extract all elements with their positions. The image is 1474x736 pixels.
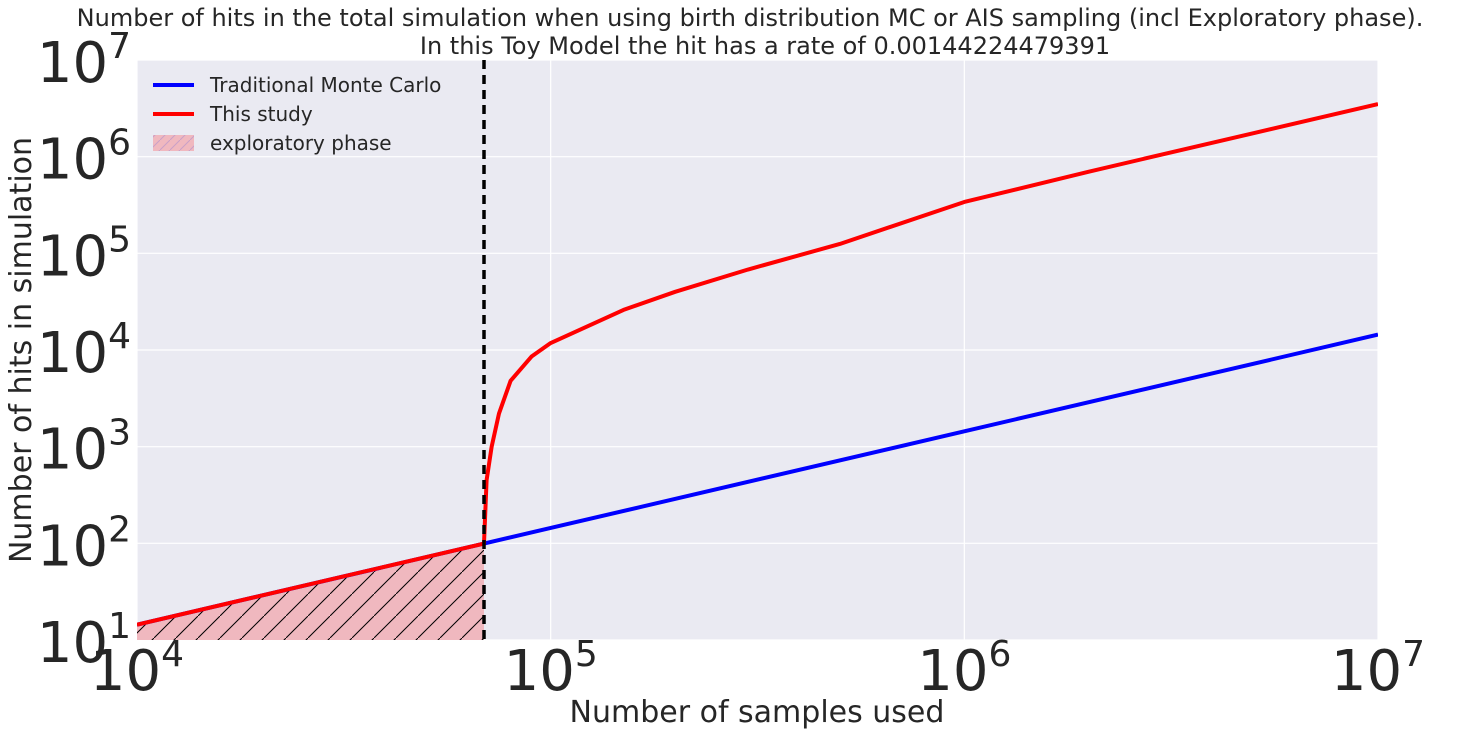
exploratory-phase-region [137, 543, 485, 640]
legend-label: Traditional Monte Carlo [209, 73, 441, 97]
legend-item: This study [153, 102, 313, 126]
x-tick-label: 104 [90, 634, 184, 704]
y-tick-label: 104 [37, 316, 131, 386]
chart-title-line1: Number of hits in the total simulation w… [77, 4, 1424, 32]
y-tick-label: 102 [37, 509, 131, 579]
x-tick-label: 107 [1331, 634, 1425, 704]
x-tick-label: 106 [917, 634, 1011, 704]
x-tick-label: 105 [504, 634, 598, 704]
series-this-study [137, 102, 1378, 627]
x-axis-label: Number of samples used [570, 695, 945, 730]
legend-label: This study [209, 102, 313, 126]
legend-item: Traditional Monte Carlo [153, 73, 441, 97]
y-tick-label: 103 [37, 413, 131, 483]
y-axis-label: Number of hits in simulation [4, 137, 39, 563]
y-tick-label: 107 [37, 26, 131, 96]
legend-label: exploratory phase [210, 131, 392, 155]
series-lines [137, 102, 1378, 627]
y-tick-labels: 101 102 103 104 105 106 107 [37, 26, 131, 676]
chart-title-line2: In this Toy Model the hit has a rate of … [420, 32, 1110, 60]
legend: Traditional Monte Carlo This study explora… [153, 73, 441, 155]
grid [136, 59, 1379, 641]
legend-patch-hatch [153, 135, 194, 151]
y-tick-label: 105 [37, 219, 131, 289]
x-tick-labels: 104 105 106 107 [90, 634, 1425, 704]
y-tick-label: 106 [37, 123, 131, 193]
y-tick-label: 101 [37, 606, 131, 676]
exploratory-hatch [137, 543, 485, 640]
legend-item: exploratory phase [153, 131, 392, 155]
